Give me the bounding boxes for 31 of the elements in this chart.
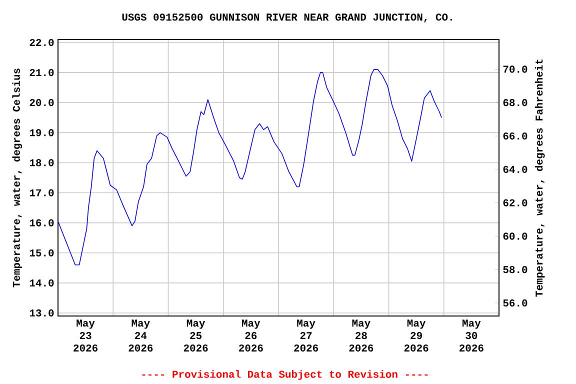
y2-axis-title: Temperature, water, degrees Fahrenheit	[534, 60, 545, 297]
y-tick-label: 17.0	[30, 189, 54, 196]
y-tick-label: 20.0	[30, 99, 54, 106]
chart-title: USGS 09152500 GUNNISON RIVER NEAR GRAND JUNCTION, CO.	[122, 14, 452, 22]
y2-tick-label: 56.0	[503, 299, 528, 307]
y-tick-label: 18.0	[30, 159, 54, 166]
y-tick-label: 14.0	[30, 279, 54, 286]
y-tick-label: 21.0	[30, 69, 54, 76]
y2-tick-label: 70.0	[503, 66, 528, 73]
x-tick-label: May 26 2026	[239, 320, 263, 352]
y2-tick-label: 64.0	[503, 166, 528, 173]
y-tick-label: 16.0	[30, 219, 54, 226]
x-tick-label: May 27 2026	[294, 320, 318, 352]
y2-tick-label: 66.0	[503, 132, 528, 140]
y-tick-label: 19.0	[30, 129, 54, 136]
x-tick-label: May 29 2026	[404, 320, 428, 352]
y-tick-label: 13.0	[30, 309, 54, 317]
y-tick-label: 22.0	[30, 38, 54, 46]
y2-tick-label: 60.0	[503, 232, 528, 240]
x-tick-label: May 24 2026	[128, 320, 153, 352]
y-axis-title: Temperature, water, degrees Celsius	[12, 68, 22, 288]
y2-tick-label: 62.0	[503, 199, 528, 206]
text: ---- Provisional Data Subject to Revision ----	[142, 370, 428, 380]
x-tick-label: May 30 2026	[460, 320, 484, 352]
line-series	[58, 69, 442, 266]
x-tick-label: May 25 2026	[184, 320, 208, 352]
y-tick-label: 15.0	[30, 249, 54, 256]
y2-tick-label: 58.0	[503, 266, 528, 274]
y2-tick-label: 68.0	[503, 99, 528, 106]
x-tick-label: May 23 2026	[74, 320, 98, 352]
x-tick-label: May 28 2026	[349, 320, 374, 352]
